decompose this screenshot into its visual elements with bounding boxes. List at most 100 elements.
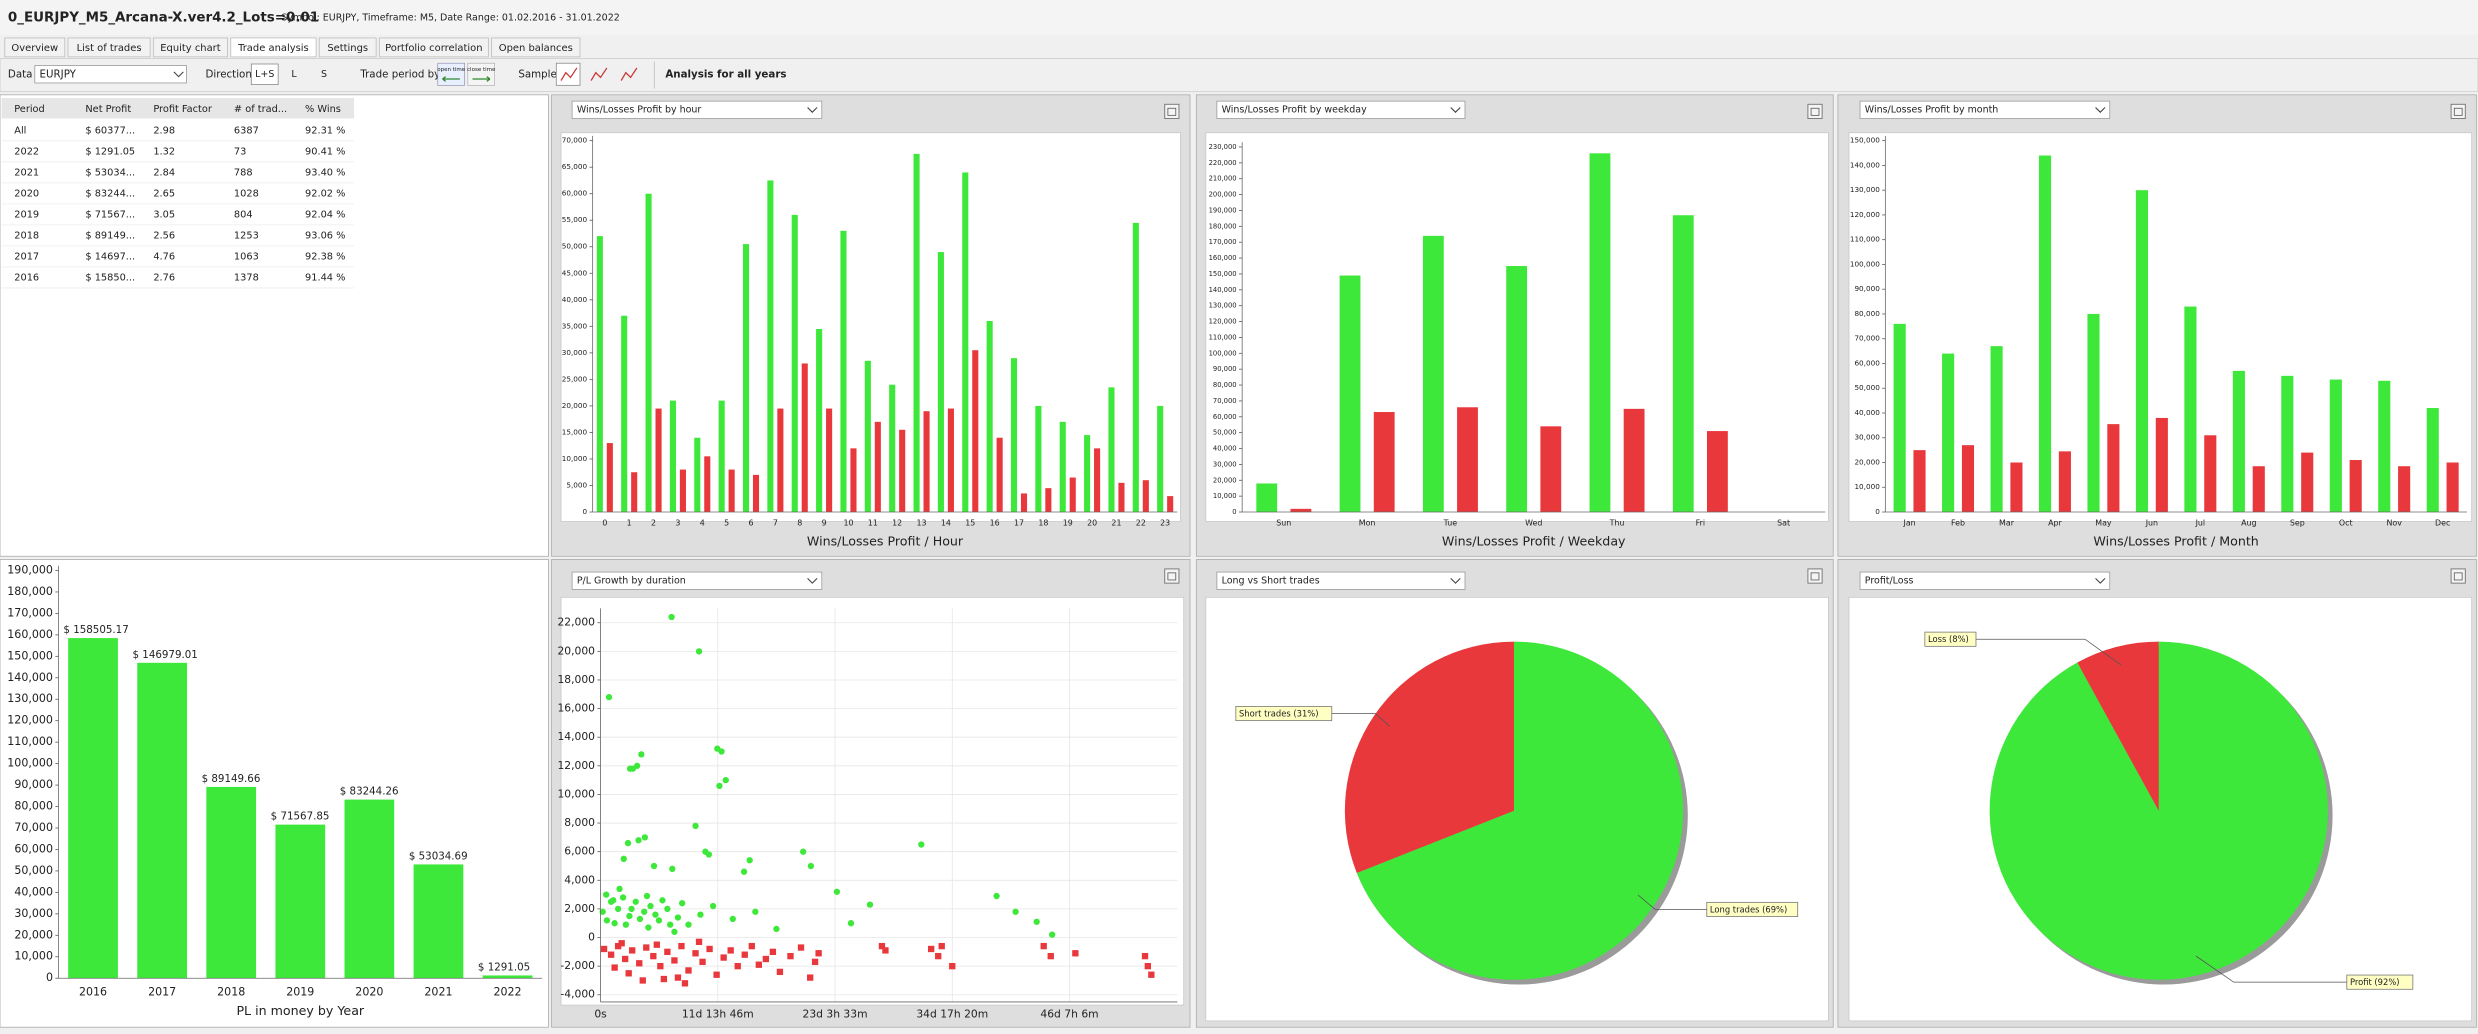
maximize-button[interactable] <box>1807 103 1823 119</box>
point <box>660 975 668 983</box>
sample-icon[interactable] <box>620 67 638 81</box>
chart-selector[interactable] <box>571 571 823 590</box>
chart-selector[interactable] <box>1859 571 2111 590</box>
tab[interactable] <box>378 37 489 58</box>
y-tick-label: 8,000 <box>564 816 595 829</box>
tab-label[interactable]: Overview <box>11 43 58 54</box>
tab-label[interactable]: Equity chart <box>160 43 221 54</box>
point <box>722 776 729 784</box>
tab[interactable] <box>491 37 581 58</box>
direction-button-active[interactable] <box>250 63 279 85</box>
y-tick-label: 22,000 <box>557 616 595 629</box>
chevron <box>2095 578 2106 584</box>
tab-label[interactable]: Settings <box>327 43 368 54</box>
maximize-button[interactable] <box>1164 103 1180 119</box>
chart-title[interactable]: Wins/Losses Profit by hour <box>577 105 702 116</box>
bar <box>482 975 533 979</box>
bar <box>1339 275 1361 513</box>
x-tick-label: 23 <box>1160 519 1170 528</box>
table-cell: 2021 <box>14 167 39 178</box>
tab-label[interactable]: Portfolio correlation <box>385 43 482 54</box>
chart-selector[interactable] <box>571 100 823 119</box>
point <box>647 902 654 910</box>
y-tick-label: 60,000 <box>562 189 588 198</box>
bar <box>816 328 823 513</box>
point <box>1047 952 1054 960</box>
point <box>807 862 815 870</box>
x-tick-label: 0 <box>602 519 607 528</box>
point <box>755 961 762 968</box>
tab[interactable] <box>230 37 317 58</box>
data-label: Data <box>8 68 33 80</box>
bar <box>2378 380 2391 513</box>
bar <box>1167 496 1174 513</box>
bar <box>2446 462 2459 513</box>
bar <box>137 662 187 979</box>
point <box>695 648 703 655</box>
chart-selector[interactable] <box>1859 100 2111 119</box>
symbol-select[interactable] <box>34 65 187 84</box>
column-header: # of trad... <box>234 104 287 115</box>
direction-option[interactable]: S <box>321 69 327 80</box>
chart-title[interactable]: P/L Growth by duration <box>577 576 686 587</box>
maximize-button[interactable] <box>2450 568 2466 584</box>
data-label: $ 1291.05 <box>478 962 530 974</box>
y-tick-label: 70,000 <box>14 821 53 834</box>
y-tick-label: 20,000 <box>1213 476 1237 484</box>
point <box>776 968 784 976</box>
bar <box>874 421 881 513</box>
point <box>807 974 814 981</box>
point <box>729 915 736 923</box>
table-cell: 73 <box>234 146 246 157</box>
x-tick-label: Sep <box>2290 519 2305 528</box>
bar <box>2281 375 2294 513</box>
column-header: Profit Factor <box>153 104 213 115</box>
chart-selector[interactable] <box>1216 571 1466 590</box>
chart-title[interactable]: Profit/Loss <box>1865 576 1914 587</box>
chart-title[interactable]: Wins/Losses Profit by weekday <box>1222 105 1367 116</box>
maximize-button[interactable] <box>1807 568 1823 584</box>
period-option[interactable]: close time <box>467 67 496 73</box>
bar <box>972 350 979 513</box>
bar <box>2426 408 2439 513</box>
period-option[interactable]: open time <box>437 67 466 73</box>
bar <box>679 469 686 513</box>
chart-selector[interactable] <box>1216 100 1466 119</box>
y-tick-label: 20,000 <box>557 644 595 657</box>
maximize-button[interactable] <box>1164 568 1180 584</box>
x-tick-label: 17 <box>1014 519 1024 528</box>
point <box>938 942 945 950</box>
tab[interactable] <box>4 37 66 58</box>
x-tick-label: 13 <box>917 519 927 528</box>
bar <box>947 408 954 513</box>
chart-title[interactable]: Wins/Losses Profit by month <box>1865 105 1999 116</box>
bar <box>899 429 906 513</box>
point <box>641 834 649 841</box>
tab[interactable] <box>67 37 151 58</box>
y-tick-label: 120,000 <box>1850 210 1880 219</box>
y-tick-label: 0 <box>46 971 53 984</box>
sample-icon[interactable] <box>590 67 608 81</box>
point <box>657 962 664 970</box>
table-cell: 2018 <box>14 230 39 241</box>
tab-label[interactable]: Open balances <box>499 43 573 54</box>
period-label: Trade period by <box>359 68 440 80</box>
maximize-button[interactable] <box>2450 103 2466 119</box>
table-cell: 3.05 <box>153 209 175 220</box>
x-tick-label: Sun <box>1276 519 1291 528</box>
tab[interactable] <box>318 37 377 58</box>
chart-title[interactable]: Long vs Short trades <box>1222 576 1320 587</box>
y-tick-label: 50,000 <box>1213 429 1237 437</box>
tab-label[interactable]: List of trades <box>77 43 142 54</box>
x-tick-label: Mon <box>1359 519 1376 528</box>
y-tick-label: 150,000 <box>7 649 53 662</box>
tab[interactable] <box>152 37 228 58</box>
point <box>1012 908 1019 915</box>
direction-option[interactable]: L+S <box>255 69 274 80</box>
tab-label[interactable]: Trade analysis <box>237 43 309 54</box>
x-tick-label: 11 <box>868 519 878 528</box>
bar <box>1084 435 1091 513</box>
bar <box>413 864 464 979</box>
direction-option[interactable]: L <box>291 69 297 80</box>
point <box>705 851 713 858</box>
